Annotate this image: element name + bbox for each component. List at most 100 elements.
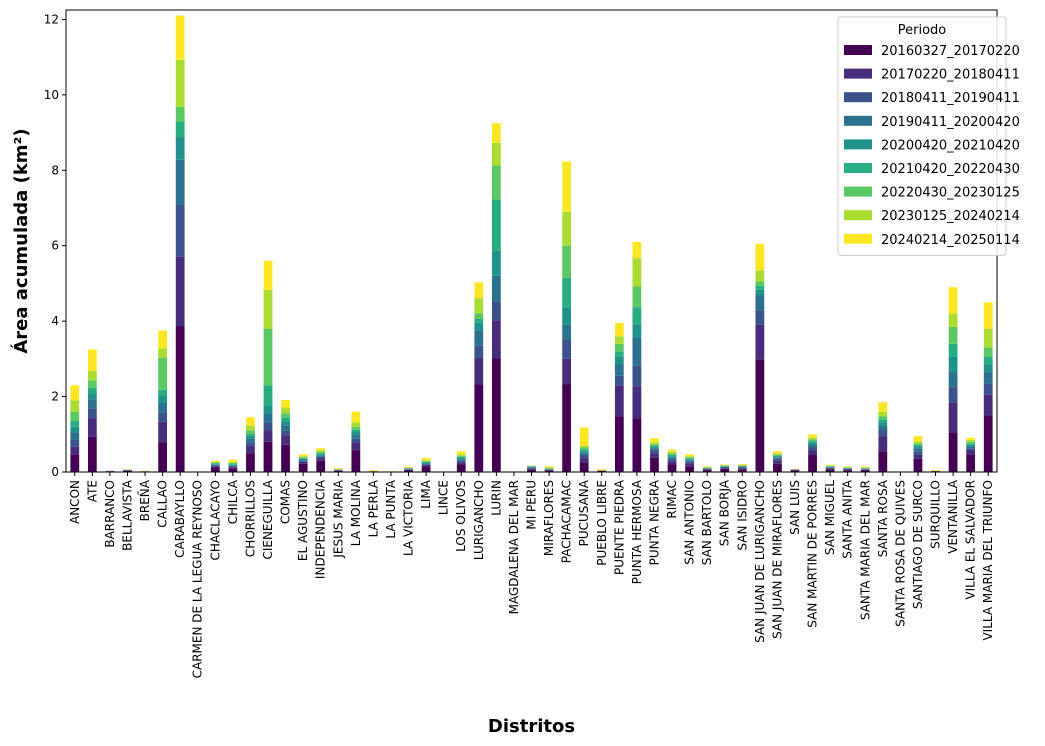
bar-segment-25-2 bbox=[491, 320, 501, 359]
bar-segment-12-6 bbox=[263, 385, 273, 406]
bar-segment-21-4 bbox=[421, 463, 431, 465]
bar-segment-51-9 bbox=[948, 287, 958, 314]
bar-segment-46-1 bbox=[860, 470, 870, 472]
bar-segment-29-2 bbox=[562, 358, 572, 385]
bar-segment-17-5 bbox=[351, 432, 361, 436]
bar-segment-14-7 bbox=[298, 457, 308, 459]
x-tick-label: LINCE bbox=[437, 480, 451, 515]
bar-segment-33-7 bbox=[632, 286, 642, 308]
legend-swatch bbox=[844, 45, 872, 55]
bar-segment-32-4 bbox=[614, 364, 624, 376]
bar-segment-51-1 bbox=[948, 432, 958, 472]
bar-segment-43-1 bbox=[808, 455, 817, 472]
bar-segment-6-4 bbox=[158, 402, 168, 413]
y-tick-label: 2 bbox=[51, 390, 59, 404]
bar-segment-27-4 bbox=[527, 467, 536, 468]
bar-segment-12-7 bbox=[263, 328, 273, 386]
legend-label: 20230125_20240214 bbox=[881, 209, 1020, 224]
bar-segment-43-3 bbox=[808, 447, 817, 451]
x-tick-label: SANTIAGO DE SURCO bbox=[911, 480, 925, 609]
bar-segment-9-6 bbox=[210, 463, 220, 465]
bar-segment-32-8 bbox=[614, 336, 624, 344]
bar-segment-32-5 bbox=[614, 356, 624, 365]
bar-segment-1-5 bbox=[70, 426, 80, 433]
bar-segment-53-2 bbox=[983, 394, 993, 416]
y-tick-label: 8 bbox=[51, 163, 59, 177]
bar-segment-40-8 bbox=[755, 270, 765, 282]
x-tick-label: SANTA ANITA bbox=[841, 479, 855, 559]
x-tick-label: RIMAC bbox=[665, 480, 679, 519]
bar-segment-1-4 bbox=[70, 432, 80, 440]
bar-segment-17-3 bbox=[351, 438, 361, 443]
bar-segment-30-7 bbox=[579, 447, 589, 450]
bar-segment-23-4 bbox=[456, 459, 466, 461]
bar-segment-41-8 bbox=[773, 453, 782, 455]
bar-segment-29-1 bbox=[562, 384, 572, 472]
x-tick-label: PACHACAMAC bbox=[560, 480, 574, 563]
bar-segment-40-6 bbox=[755, 286, 765, 290]
bar-segment-1-6 bbox=[70, 421, 80, 427]
bar-segment-11-4 bbox=[246, 438, 255, 443]
bar-segment-6-3 bbox=[158, 412, 168, 422]
bar-segment-21-7 bbox=[421, 461, 431, 462]
bar-segment-23-2 bbox=[456, 462, 466, 465]
bar-segment-9-4 bbox=[210, 464, 220, 466]
bar-segment-52-5 bbox=[966, 444, 976, 447]
bar-segment-45-9 bbox=[843, 466, 853, 468]
x-axis: ANCON ATE BARRANCO BELLAVISTA BREÑA CALLAO CAR… bbox=[68, 472, 995, 678]
bar-segment-49-9 bbox=[913, 436, 923, 442]
x-tick-label: COMAS bbox=[279, 480, 293, 524]
y-tick-label: 12 bbox=[44, 12, 59, 26]
bar-segment-15-5 bbox=[316, 454, 326, 456]
bar-segment-29-4 bbox=[562, 324, 572, 340]
x-tick-label: CHORRILLOS bbox=[243, 480, 257, 557]
bar-segment-11-2 bbox=[246, 445, 255, 454]
bar-segment-13-7 bbox=[281, 413, 290, 418]
bar-segment-12-8 bbox=[263, 289, 273, 329]
y-tick-label: 4 bbox=[51, 314, 59, 328]
bar-segment-14-2 bbox=[298, 461, 308, 464]
bar-segment-10-7 bbox=[228, 462, 238, 465]
bar-segment-47-4 bbox=[878, 425, 888, 431]
x-tick-label: PUNTA NEGRA bbox=[647, 479, 661, 565]
bar-segment-29-5 bbox=[562, 307, 572, 325]
x-tick-label: BARRANCO bbox=[103, 480, 117, 548]
bar-segment-35-7 bbox=[667, 453, 677, 456]
bar-segment-52-6 bbox=[966, 443, 976, 445]
x-tick-label: PUEBLO LIBRE bbox=[595, 480, 609, 566]
bar-segment-30-5 bbox=[579, 451, 589, 454]
bar-segment-13-6 bbox=[281, 417, 290, 422]
bar-segment-23-6 bbox=[456, 456, 466, 459]
x-tick-label: LIMA bbox=[419, 479, 433, 509]
bar-segment-36-3 bbox=[685, 461, 694, 464]
bar-segment-47-5 bbox=[878, 422, 888, 426]
x-tick-label: MI PERU bbox=[525, 480, 539, 530]
bar-segment-12-9 bbox=[263, 260, 273, 290]
bar-segment-34-5 bbox=[650, 447, 659, 449]
x-tick-label: SAN BORJA bbox=[718, 479, 732, 546]
bar-segment-40-5 bbox=[755, 289, 765, 296]
bar-segment-53-3 bbox=[983, 383, 993, 395]
bar-segment-7-2 bbox=[175, 256, 185, 327]
x-tick-label: MIRAFLORES bbox=[542, 480, 556, 556]
bar-segment-2-1 bbox=[87, 436, 97, 472]
bar-segment-25-8 bbox=[491, 142, 501, 166]
bar-segment-11-7 bbox=[246, 430, 255, 434]
bar-segment-40-7 bbox=[755, 281, 765, 287]
bar-segment-29-7 bbox=[562, 245, 572, 278]
bar-segment-41-5 bbox=[773, 456, 782, 458]
bar-segment-25-9 bbox=[491, 123, 501, 143]
bar-segment-10-9 bbox=[228, 459, 238, 462]
x-tick-label: LOS OLIVOS bbox=[454, 480, 468, 552]
bar-segment-15-9 bbox=[316, 448, 326, 451]
bar-segment-53-6 bbox=[983, 356, 993, 365]
x-tick-label: SANTA MARIA DEL MAR bbox=[858, 480, 872, 620]
x-tick-label: SAN BARTOLO bbox=[700, 480, 714, 565]
bar-segment-15-1 bbox=[316, 460, 326, 472]
bar-segment-11-9 bbox=[246, 417, 255, 426]
bar-segment-37-9 bbox=[702, 466, 712, 468]
bar-segment-28-8 bbox=[544, 467, 554, 469]
bar-segment-15-6 bbox=[316, 453, 326, 455]
x-tick-label: ATE bbox=[85, 480, 99, 502]
